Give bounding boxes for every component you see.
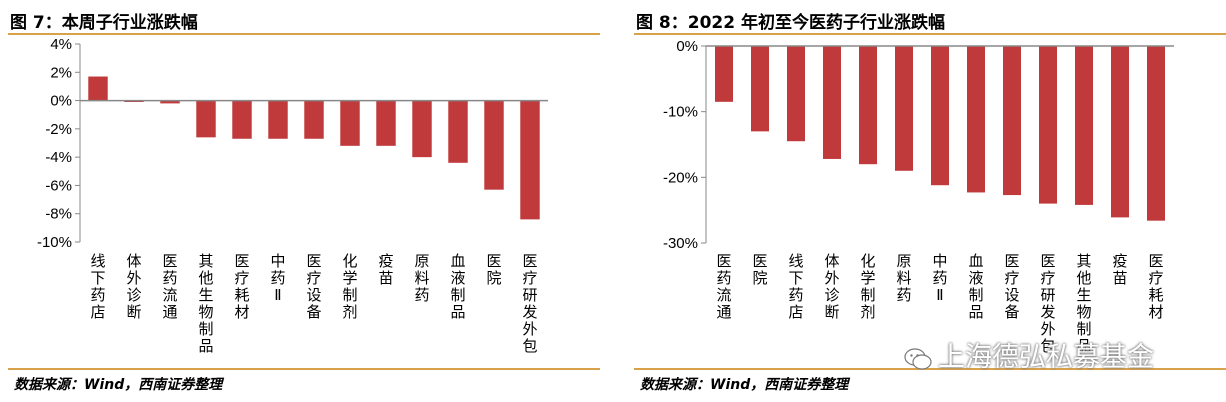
watermark: 上海德弘私募基金: [904, 335, 1154, 374]
category-label: 疫苗: [1112, 252, 1127, 287]
source-rule: [8, 368, 600, 370]
category-label: 线下药店: [90, 252, 105, 321]
bar: [1003, 46, 1021, 196]
bar: [895, 46, 913, 171]
category-label: 医疗研发外包: [1040, 252, 1055, 355]
category-label: 医药流通: [716, 252, 731, 321]
y-tick-label: -6%: [45, 177, 72, 194]
category-label: 原料药: [414, 252, 429, 304]
y-tick-label: -2%: [45, 121, 72, 138]
bar: [931, 46, 949, 186]
category-label: 其他生物制品: [1076, 252, 1091, 355]
bar: [196, 100, 216, 138]
category-label: 医院: [752, 252, 767, 287]
category-label: 中药 Ⅱ: [270, 252, 285, 304]
bar: [160, 100, 180, 104]
bar: [751, 46, 769, 132]
bar-chart-ytd: 0% -10% -20% -30% 医药流通 医院 线下药店 体外诊断 化学制剂 原料药 中药 Ⅱ 血液…: [663, 38, 1174, 355]
bar: [1147, 46, 1165, 221]
bar: [340, 100, 360, 146]
bar: [88, 76, 108, 101]
chart-title: 图 7：本周子行业涨跌幅: [10, 13, 198, 33]
category-label: 疫苗: [378, 252, 393, 287]
bar: [823, 46, 841, 159]
source-note: 数据来源：Wind，西南证券整理: [640, 377, 849, 393]
bar: [412, 100, 432, 158]
y-tick-label: -4%: [45, 149, 72, 166]
bar: [859, 46, 877, 165]
bar: [520, 100, 540, 220]
y-tick-label: -10%: [37, 234, 72, 251]
category-label: 化学制剂: [342, 252, 357, 321]
bar: [232, 100, 252, 139]
y-tick-label: -30%: [663, 235, 698, 252]
chart-title: 图 8：2022 年初至今医药子行业涨跌幅: [636, 13, 945, 33]
bar: [1075, 46, 1093, 205]
bar-chart-weekly: 4% 2% 0% -2% -4% -6% -8% -10% 线下药店 体外诊断 医药流通 其他生物制品…: [37, 36, 548, 355]
category-label: 医疗耗材: [1148, 252, 1163, 321]
category-label: 医院: [486, 252, 501, 287]
y-tick-label: 0%: [50, 93, 72, 110]
category-label: 中药 Ⅱ: [932, 252, 947, 304]
chart-panel-weekly: 图 7：本周子行业涨跌幅 4% 2% 0% -2% -4% -6% -8% -10% 线下药店 体…: [0, 0, 600, 402]
title-rule: [634, 33, 1226, 35]
bar: [268, 100, 288, 139]
y-tick-label: -8%: [45, 206, 72, 223]
category-label: 医疗耗材: [234, 252, 249, 321]
y-tick-label: 4%: [50, 36, 72, 53]
bar: [1111, 46, 1129, 218]
category-label: 血液制品: [450, 252, 465, 321]
bar: [304, 100, 324, 139]
category-label: 线下药店: [788, 252, 803, 321]
bar: [484, 100, 504, 190]
bar: [787, 46, 805, 142]
category-label: 其他生物制品: [198, 252, 213, 355]
bar: [715, 46, 733, 102]
bar: [967, 46, 985, 193]
wechat-icon: [904, 347, 932, 370]
chart-panel-ytd: 图 8：2022 年初至今医药子行业涨跌幅 0% -10% -20% -30% 医药流通…: [626, 0, 1226, 402]
category-label: 原料药: [896, 252, 911, 304]
y-tick-label: -20%: [663, 169, 698, 186]
category-label: 医疗研发外包: [522, 252, 537, 355]
category-label: 医疗设备: [1004, 252, 1019, 321]
category-label: 血液制品: [968, 252, 983, 321]
category-label: 医疗设备: [306, 252, 321, 321]
source-rule: [634, 368, 1226, 370]
y-tick-label: 2%: [50, 64, 72, 81]
title-rule: [8, 33, 600, 35]
source-note: 数据来源：Wind，西南证券整理: [14, 377, 223, 393]
bar: [376, 100, 396, 146]
category-label: 化学制剂: [860, 252, 875, 321]
category-label: 体外诊断: [824, 252, 839, 321]
y-tick-label: 0%: [676, 38, 698, 55]
bar: [448, 100, 468, 163]
watermark-text: 上海德弘私募基金: [938, 342, 1154, 373]
y-tick-label: -10%: [663, 104, 698, 121]
category-label: 体外诊断: [126, 252, 141, 321]
bar: [1039, 46, 1057, 204]
category-label: 医药流通: [162, 252, 177, 321]
